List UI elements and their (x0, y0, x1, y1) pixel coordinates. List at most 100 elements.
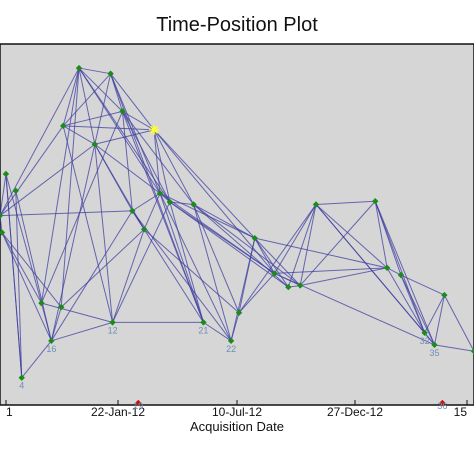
edge-line (132, 192, 161, 212)
edge-line (121, 111, 133, 211)
edge-line (238, 273, 275, 314)
data-point (397, 271, 405, 279)
edge-line (193, 204, 232, 341)
data-point-label: 21 (198, 325, 208, 335)
edge-line (159, 192, 232, 342)
edge-line (299, 200, 376, 286)
edge-line (5, 173, 42, 304)
edge-line (94, 144, 114, 323)
data-point (60, 122, 67, 130)
edge-line (78, 67, 123, 112)
edge-line (424, 294, 445, 334)
edges-layer (0, 67, 474, 379)
data-point (58, 303, 65, 311)
edge-line (153, 129, 256, 239)
edge-line (94, 129, 155, 145)
edge-line (400, 274, 445, 296)
edge-line (254, 237, 289, 288)
edge-line (153, 129, 171, 203)
edge-line (315, 200, 376, 205)
edge-line (159, 193, 204, 323)
edge-line (443, 294, 474, 352)
edge-line (15, 190, 23, 378)
data-point (0, 212, 4, 219)
x-tick-label: 27-Dec-12 (327, 405, 383, 419)
data-point (431, 341, 438, 349)
edge-line (287, 204, 317, 288)
edge-line (193, 204, 301, 286)
data-point (140, 226, 148, 233)
data-point (2, 170, 10, 178)
edge-line (386, 267, 426, 334)
edge-line (374, 201, 426, 333)
edge-line (131, 210, 232, 342)
axis-marker-label: 19 (133, 401, 143, 411)
x-tick-label: 22-Jan-12 (91, 405, 145, 419)
edge-line (254, 237, 301, 286)
edge-line (169, 201, 275, 274)
edge-line (434, 294, 445, 345)
edge-line (94, 73, 112, 145)
edge-line (434, 344, 474, 352)
data-point-label: 16 (46, 344, 56, 354)
data-point-label: 12 (108, 325, 118, 335)
edge-line (374, 201, 435, 346)
edge-line (122, 110, 155, 131)
edge-line (254, 237, 275, 274)
edge-line (315, 204, 435, 346)
edge-line (21, 340, 52, 379)
edge-line (40, 302, 52, 341)
edge-line (143, 228, 240, 314)
data-point (156, 190, 164, 197)
data-point (383, 264, 391, 272)
highlight-marker (149, 124, 160, 135)
edge-line (386, 267, 402, 276)
edge-line (299, 204, 317, 286)
edge-line (424, 332, 435, 346)
edge-line (169, 201, 194, 205)
edge-line (94, 143, 161, 194)
edge-line (110, 73, 161, 194)
edge-line (122, 111, 194, 205)
edge-line (110, 73, 155, 131)
edge-line (40, 67, 80, 304)
data-point (18, 374, 25, 381)
edge-line (153, 129, 161, 194)
edge-line (51, 321, 113, 342)
edge-line (315, 204, 388, 269)
edge-line (400, 274, 426, 333)
x-axis-label: Acquisition Date (190, 419, 284, 434)
data-point-label: 4 (19, 381, 24, 391)
data-point (251, 234, 258, 242)
axis-markers-layer: 19 36 (133, 399, 447, 411)
x-tick-label: 1 (6, 405, 13, 419)
edge-line (274, 204, 317, 274)
edge-line (374, 201, 388, 268)
edge-line (15, 190, 52, 341)
data-point (312, 201, 320, 208)
data-point (441, 291, 448, 299)
edge-line (0, 125, 64, 216)
data-point-label: 32 (420, 336, 430, 346)
edge-line (300, 267, 388, 286)
edge-line (1, 232, 52, 342)
edge-line (60, 228, 145, 308)
axis-marker (439, 399, 446, 407)
edge-line (122, 111, 171, 203)
chart-title: Time-Position Plot (156, 14, 318, 36)
data-point (235, 309, 243, 316)
edge-line (143, 193, 161, 230)
data-point (227, 337, 235, 345)
edge-line (112, 229, 145, 323)
edge-line (193, 204, 256, 239)
edge-line (78, 67, 111, 75)
edge-line (153, 129, 275, 274)
edge-line (238, 238, 256, 313)
data-point (297, 282, 304, 289)
edge-line (153, 129, 194, 205)
data-point-label: 22 (226, 344, 236, 354)
edge-line (62, 67, 80, 126)
data-point (372, 198, 379, 205)
data-point (91, 141, 98, 148)
